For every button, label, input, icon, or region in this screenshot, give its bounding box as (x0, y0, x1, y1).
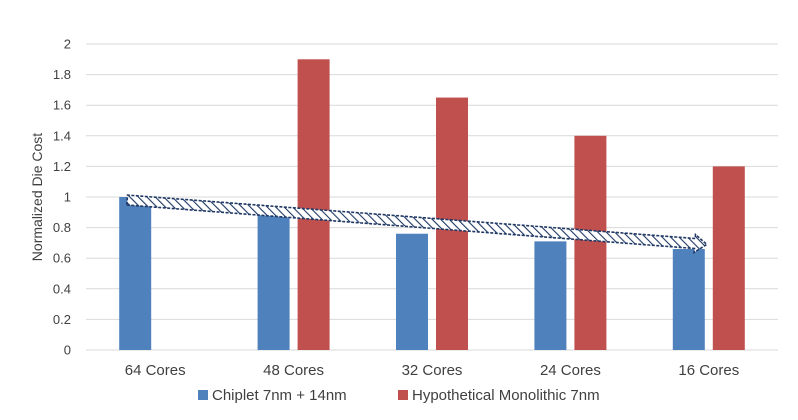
trend-arrow (125, 194, 709, 255)
legend-label: Chiplet 7nm + 14nm (212, 387, 347, 404)
x-category-label: 64 Cores (125, 362, 186, 379)
bar-chiplet-4 (672, 249, 705, 350)
x-axis-categories: 64 Cores 48 Cores 32 Cores 24 Cores 16 Cores (125, 362, 739, 379)
bar-chiplet-3 (534, 241, 567, 350)
bar-monolithic-4 (712, 166, 745, 350)
legend: Chiplet 7nm + 14nm Hypothetical Monolithi… (198, 387, 600, 404)
legend-swatch (198, 390, 208, 400)
y-tick-label: 0.4 (53, 281, 71, 296)
x-category-label: 48 Cores (263, 362, 324, 379)
legend-swatch (398, 390, 408, 400)
y-tick-label: 0.8 (53, 220, 71, 235)
y-tick-label: 1.2 (53, 159, 71, 174)
y-tick-label: 0 (64, 343, 71, 358)
bar-chiplet-2 (396, 233, 428, 350)
bar-chiplet-0 (119, 197, 152, 350)
y-axis-ticks: 0 0.2 0.4 0.6 0.8 1 1.2 1.4 1.6 1.8 2 (53, 37, 71, 358)
bar-monolithic-1 (297, 59, 330, 351)
y-tick-label: 2 (64, 37, 71, 52)
y-tick-label: 1.4 (53, 128, 71, 143)
x-category-label: 32 Cores (402, 362, 463, 379)
y-tick-label: 1.6 (53, 98, 71, 113)
y-axis-label: Normalized Die Cost (29, 133, 45, 261)
y-tick-label: 0.2 (53, 312, 71, 327)
trend-arrow-shape (125, 194, 709, 255)
y-tick-label: 0.6 (53, 251, 71, 266)
x-category-label: 16 Cores (678, 362, 739, 379)
bar-chiplet-1 (257, 212, 290, 350)
y-tick-label: 1.8 (53, 67, 71, 82)
legend-label: Hypothetical Monolithic 7nm (412, 387, 600, 404)
y-tick-label: 1 (64, 190, 71, 205)
bar-monolithic-3 (574, 135, 607, 350)
x-category-label: 24 Cores (540, 362, 601, 379)
